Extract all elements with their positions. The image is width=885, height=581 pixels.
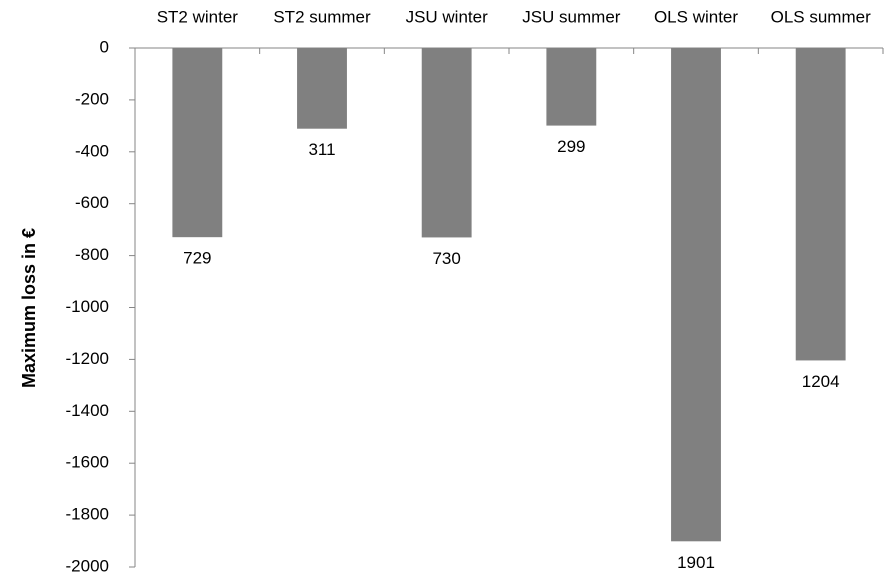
data-label: 1901	[677, 553, 715, 572]
y-tick-label: -1600	[66, 453, 109, 472]
bar	[421, 48, 472, 238]
x-tick-label: ST2 winter	[157, 7, 239, 26]
bar	[795, 48, 846, 361]
data-label: 729	[183, 249, 211, 268]
y-tick-label: -400	[75, 141, 109, 160]
data-label: 311	[308, 140, 335, 159]
y-tick-label: 0	[100, 37, 109, 56]
bar	[172, 48, 223, 238]
y-tick-label: -800	[75, 245, 109, 264]
x-tick-label: JSU winter	[406, 7, 489, 26]
y-tick-label: -1400	[66, 401, 109, 420]
x-tick-label: OLS winter	[654, 7, 738, 26]
x-tick-label: JSU summer	[522, 7, 621, 26]
bar	[297, 48, 347, 129]
bar	[546, 48, 597, 126]
data-label: 1204	[802, 372, 840, 391]
data-label: 730	[432, 249, 460, 268]
y-axis-title: Maximum loss in €	[19, 228, 39, 388]
bar	[671, 48, 721, 542]
x-tick-label: OLS summer	[771, 7, 871, 26]
y-tick-label: -1800	[66, 505, 109, 524]
y-tick-label: -1200	[66, 349, 109, 368]
y-tick-label: -200	[75, 89, 109, 108]
x-tick-label: ST2 summer	[273, 7, 371, 26]
y-tick-label: -2000	[66, 556, 109, 575]
data-label: 299	[557, 137, 585, 156]
y-tick-label: -1000	[66, 297, 109, 316]
y-tick-label: -600	[75, 193, 109, 212]
